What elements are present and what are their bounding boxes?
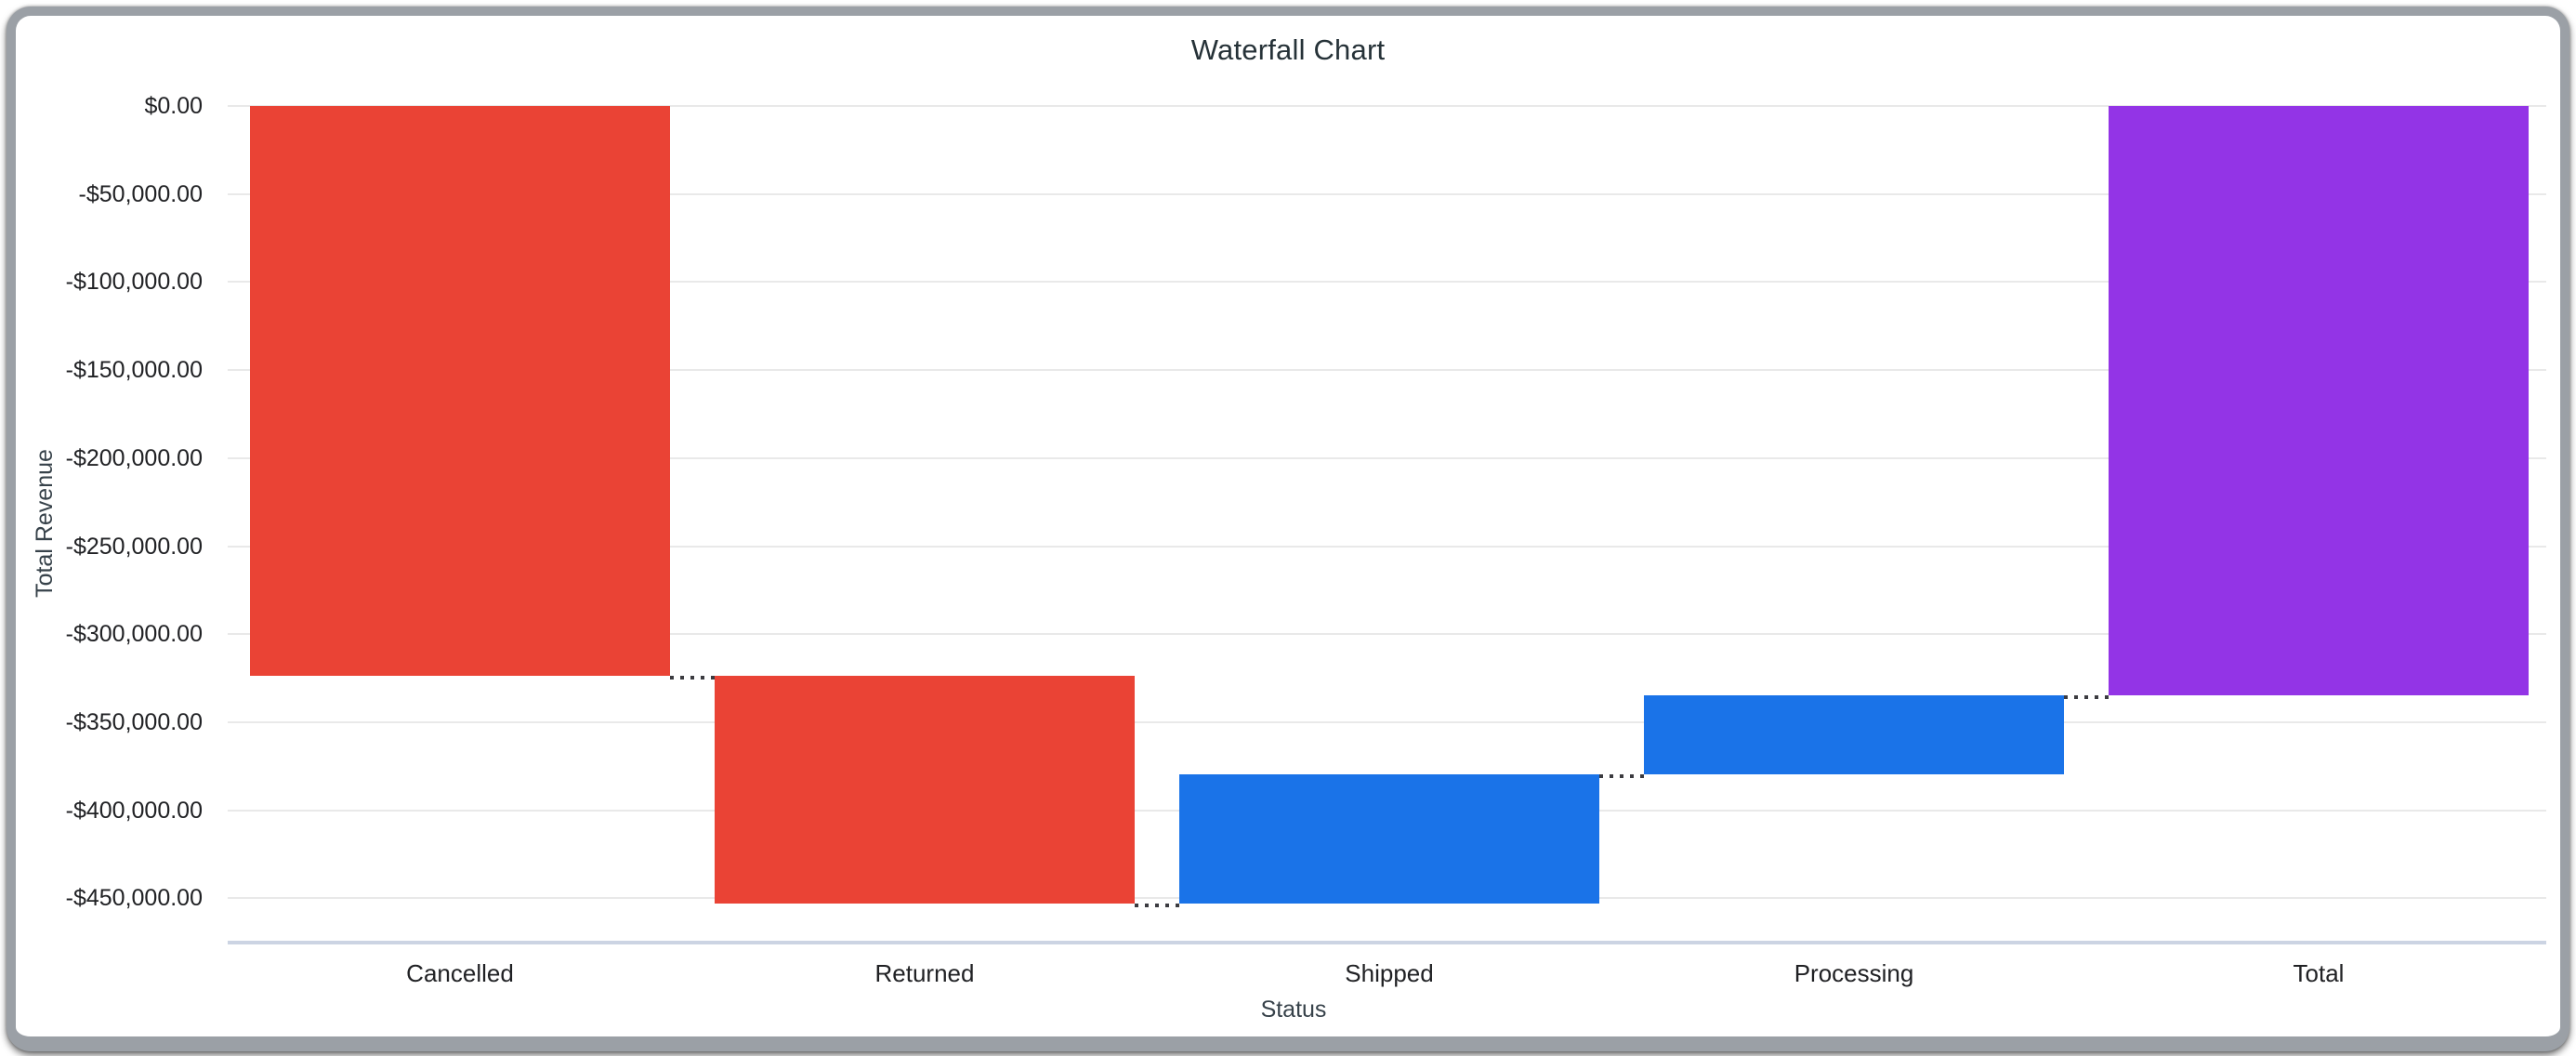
y-tick-label: -$300,000.00	[65, 621, 203, 648]
y-tick-label: -$200,000.00	[65, 444, 203, 471]
y-gridline	[228, 720, 2546, 723]
chart-title: Waterfall Chart	[1190, 33, 1386, 66]
connector-line	[2064, 694, 2109, 699]
connector-line	[1135, 904, 1179, 908]
y-tick-label: $0.00	[144, 93, 203, 119]
y-gridline	[228, 545, 2546, 548]
x-axis-line	[228, 940, 2546, 944]
x-tick-label-returned: Returned	[874, 959, 975, 987]
bar-total[interactable]	[2109, 106, 2529, 695]
y-gridline	[228, 281, 2546, 284]
y-tick-label: -$250,000.00	[65, 533, 203, 560]
y-tick-label: -$100,000.00	[65, 269, 203, 296]
y-gridline	[228, 633, 2546, 636]
y-tick-label: -$150,000.00	[65, 357, 203, 384]
bar-returned[interactable]	[715, 676, 1135, 904]
y-gridline	[228, 369, 2546, 372]
bar-cancelled[interactable]	[250, 106, 670, 677]
y-tick-label: -$400,000.00	[65, 797, 203, 824]
x-tick-label-cancelled: Cancelled	[406, 959, 514, 987]
connector-line	[670, 676, 715, 680]
bar-processing[interactable]	[1644, 694, 2064, 775]
bar-shipped[interactable]	[1179, 774, 1599, 904]
y-tick-label: -$450,000.00	[65, 885, 203, 912]
y-gridline	[228, 105, 2546, 107]
y-gridline	[228, 192, 2546, 195]
x-tick-label-total: Total	[2293, 959, 2345, 987]
y-tick-label: -$350,000.00	[65, 708, 203, 735]
connector-line	[1599, 774, 1644, 779]
y-gridline	[228, 456, 2546, 459]
y-axis-title: Total Revenue	[32, 449, 58, 598]
x-axis-title: Status	[1260, 997, 1327, 1023]
x-tick-label-processing: Processing	[1794, 959, 1914, 987]
y-tick-label: -$50,000.00	[78, 180, 203, 207]
x-tick-label-shipped: Shipped	[1345, 959, 1434, 987]
